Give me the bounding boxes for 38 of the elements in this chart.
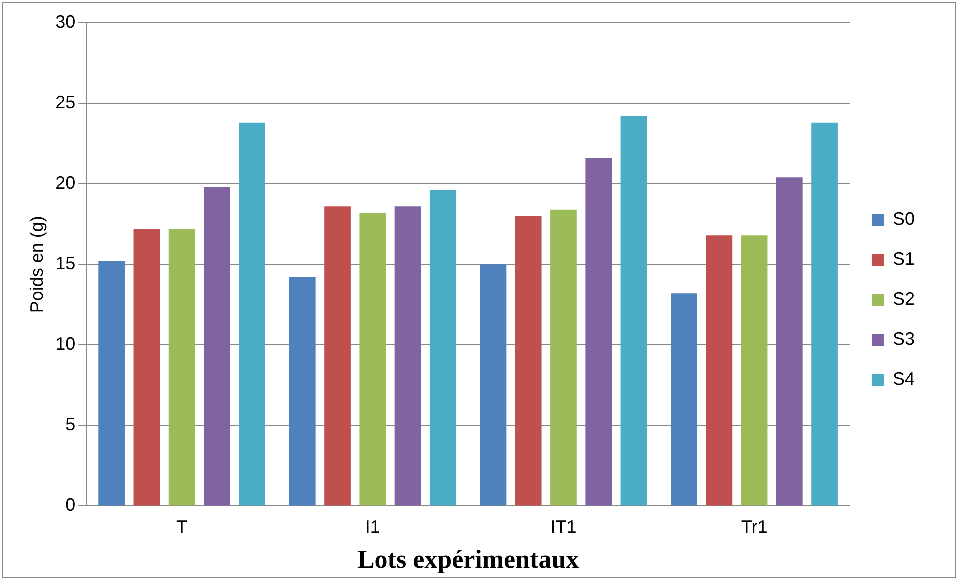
y-axis-title: Poids en (g) bbox=[26, 216, 47, 314]
legend-label: S1 bbox=[892, 248, 916, 269]
bar bbox=[289, 277, 316, 506]
bar bbox=[480, 264, 507, 506]
bar bbox=[239, 122, 266, 506]
x-tick-label: IT1 bbox=[550, 516, 577, 537]
y-tick-label: 15 bbox=[56, 254, 76, 274]
bar bbox=[98, 261, 125, 506]
legend-label: S3 bbox=[892, 328, 916, 349]
x-tick-label: I1 bbox=[365, 516, 380, 537]
y-tick-label: 30 bbox=[56, 12, 76, 32]
bar bbox=[360, 213, 386, 506]
bar bbox=[741, 236, 768, 506]
bar bbox=[515, 216, 542, 506]
y-tick-label: 20 bbox=[56, 173, 76, 194]
bar bbox=[671, 294, 698, 506]
legend-label: S4 bbox=[892, 368, 916, 389]
bar bbox=[430, 190, 456, 506]
bar bbox=[586, 158, 612, 506]
bar bbox=[620, 116, 648, 506]
x-axis-title: Lots expérimentaux bbox=[357, 545, 580, 574]
x-tick-label: Tr1 bbox=[741, 516, 768, 537]
bar bbox=[394, 206, 422, 506]
bar bbox=[776, 178, 803, 506]
legend-label: S0 bbox=[892, 208, 916, 229]
bar bbox=[204, 187, 230, 506]
y-tick-label: 10 bbox=[56, 334, 76, 354]
y-tick-label: 5 bbox=[66, 414, 76, 435]
bar bbox=[706, 236, 733, 506]
y-tick-label: 25 bbox=[56, 92, 76, 112]
bar bbox=[812, 122, 838, 506]
bar bbox=[168, 229, 196, 506]
legend-label: S2 bbox=[892, 288, 916, 309]
bar bbox=[134, 229, 160, 506]
x-tick-label: T bbox=[176, 516, 188, 537]
bar bbox=[324, 206, 351, 506]
y-tick-label: 0 bbox=[66, 495, 76, 516]
bar bbox=[550, 210, 577, 506]
